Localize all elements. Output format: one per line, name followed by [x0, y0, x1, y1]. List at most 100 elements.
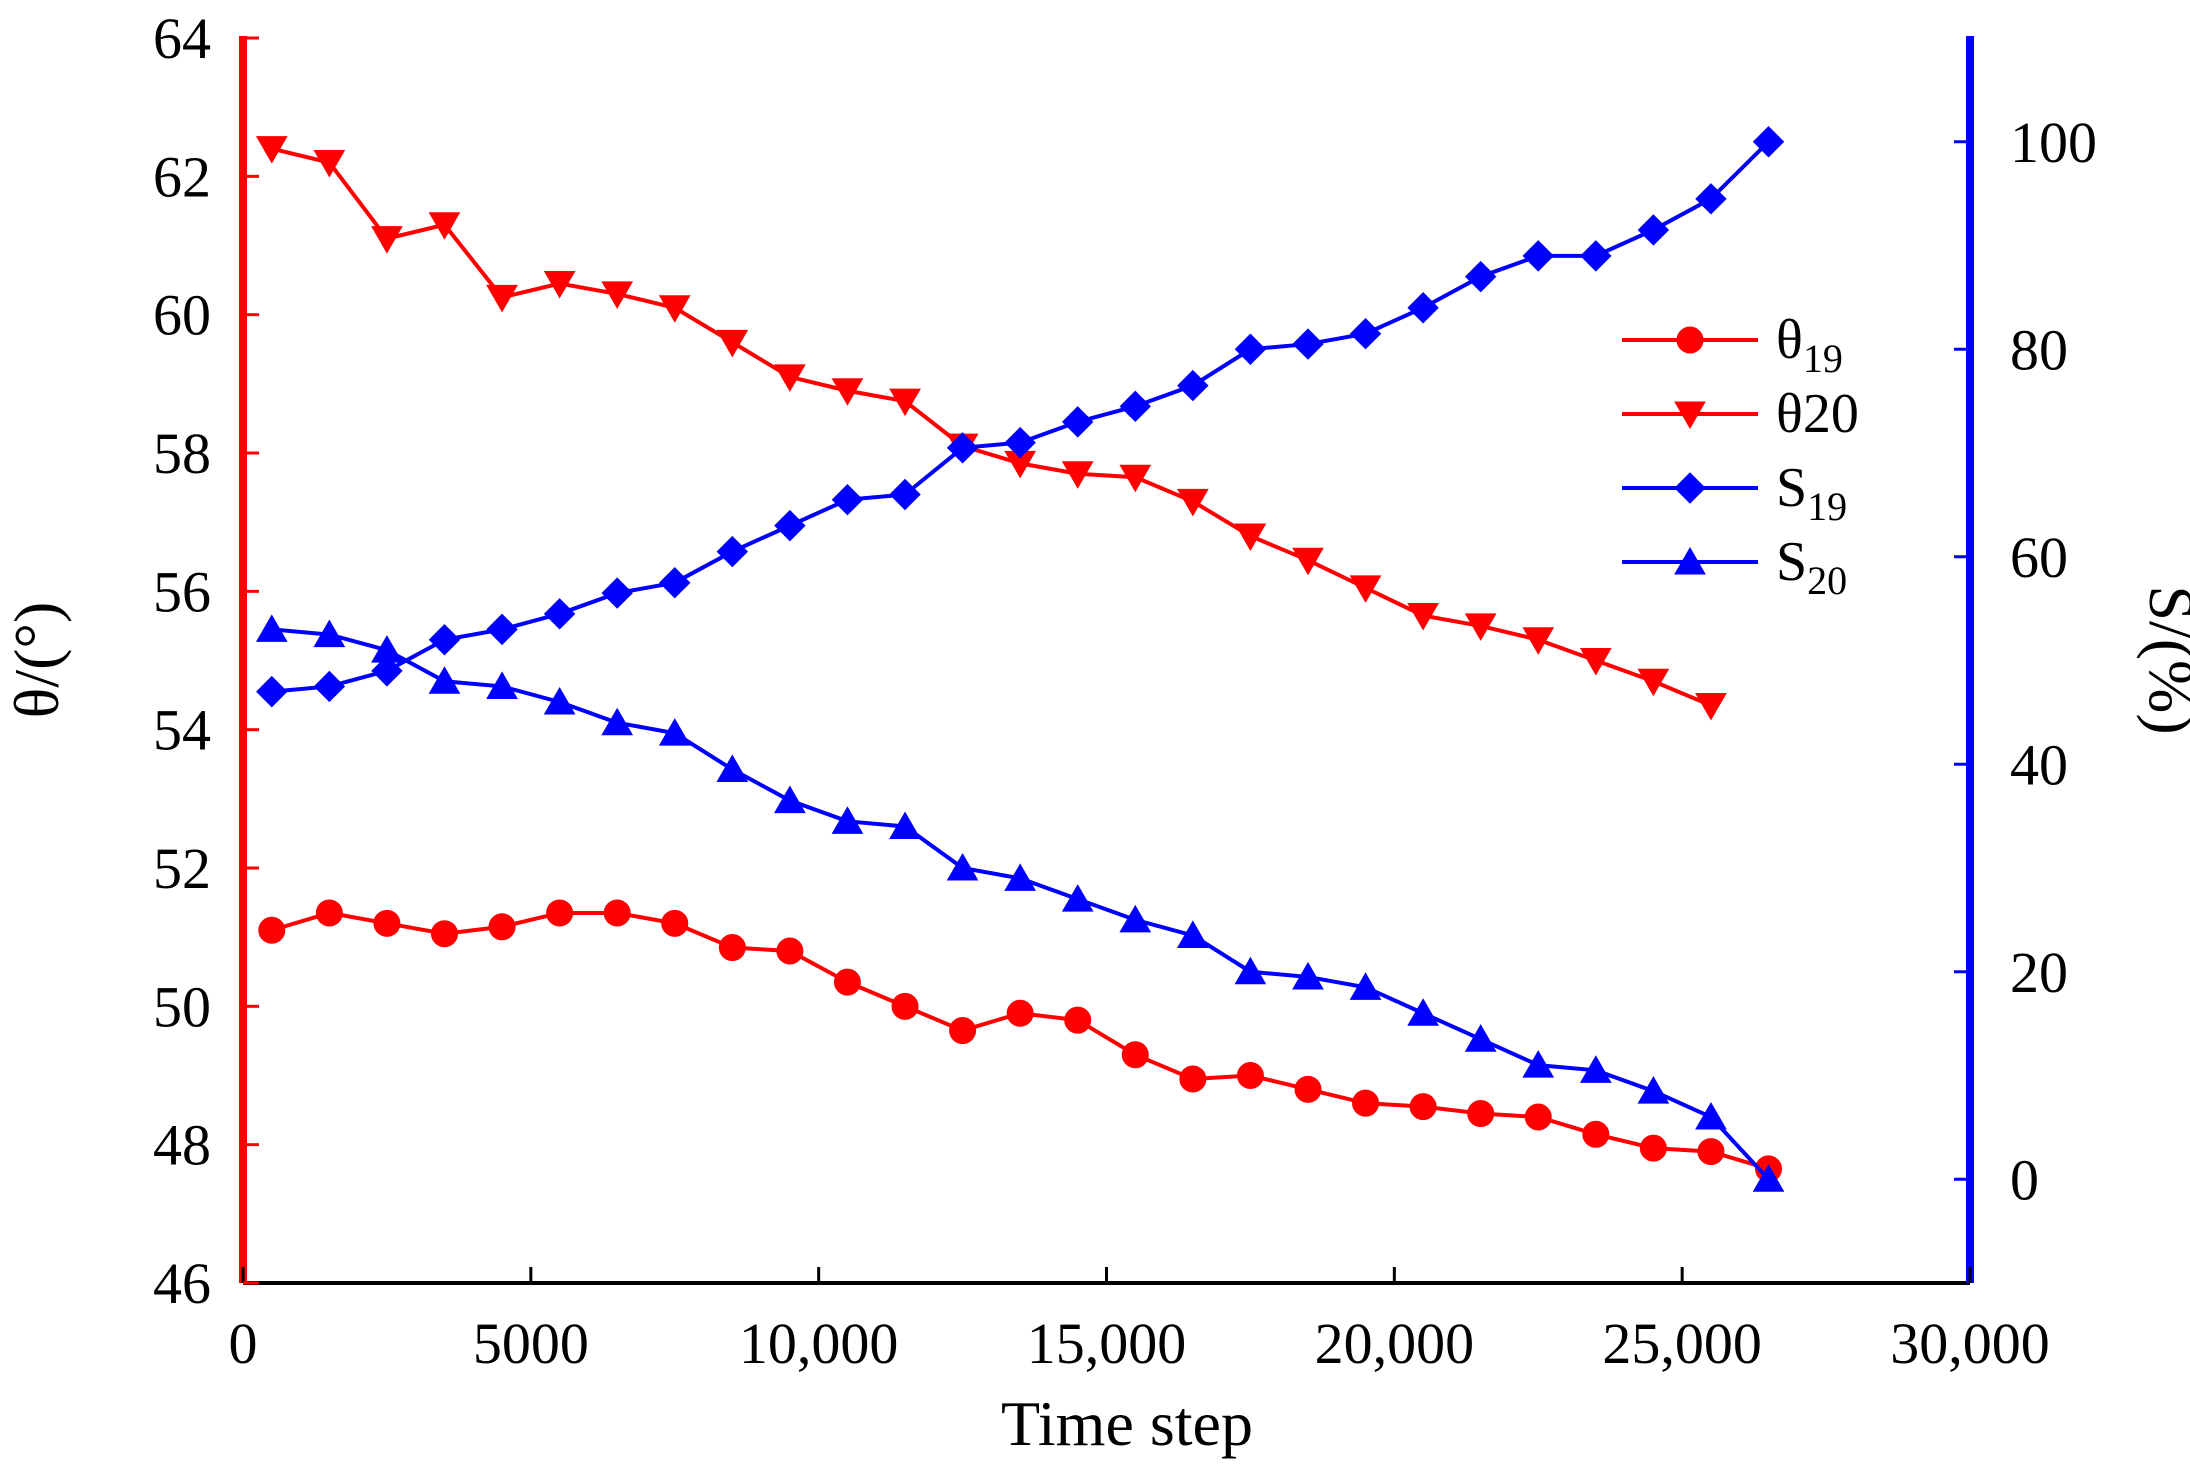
data-point: [258, 916, 286, 944]
data-point: [315, 899, 343, 927]
data-point: [1580, 240, 1612, 272]
data-point: [371, 655, 403, 687]
data-point: [661, 909, 689, 937]
data-point: [1582, 1120, 1610, 1148]
data-point: [543, 686, 576, 715]
data-point: [1522, 1050, 1555, 1078]
data-point: [889, 811, 921, 839]
data-point: [774, 509, 806, 542]
data-point: [1407, 998, 1439, 1026]
data-point: [1004, 863, 1037, 891]
data-point: [1061, 884, 1094, 912]
data-point: [658, 295, 691, 323]
data-point: [1695, 183, 1727, 215]
data-point: [546, 899, 574, 927]
data-point: [1407, 292, 1439, 324]
left-tick-label: 48: [153, 1113, 211, 1178]
x-tick-label: 5000: [473, 1311, 589, 1376]
data-point: [1637, 668, 1670, 697]
data-point: [1464, 260, 1497, 293]
right-tick-label: 20: [2010, 940, 2068, 1005]
data-point: [486, 284, 518, 313]
data-point: [428, 666, 461, 694]
right-axis-ticks: 0 20 40 60 80 100: [1954, 110, 2097, 1212]
data-point: [716, 329, 749, 358]
legend-label: S19: [1776, 457, 1847, 529]
data-point: [1062, 406, 1094, 438]
x-tick-label: 0: [229, 1311, 258, 1376]
legend-marker: [1674, 546, 1706, 575]
data-point: [255, 136, 288, 164]
legend-label-base: θ: [1776, 309, 1803, 371]
data-point: [313, 619, 346, 648]
data-point: [1292, 547, 1324, 576]
data-point: [1349, 972, 1382, 1000]
data-point: [313, 150, 346, 178]
legend-marker: [1674, 472, 1706, 504]
data-point: [1294, 1075, 1322, 1103]
data-point: [1522, 240, 1554, 272]
legend-label: S20: [1776, 531, 1847, 603]
series-2: [255, 136, 1727, 721]
data-point: [428, 624, 461, 656]
right-tick-label: 0: [2010, 1147, 2039, 1212]
data-point: [774, 364, 806, 392]
legend-label-subscript: 19: [1803, 336, 1843, 381]
data-point: [488, 913, 516, 941]
left-tick-label: 46: [153, 1251, 211, 1316]
series-line: [271, 627, 1770, 1181]
right-axis-title: S/(%): [2136, 585, 2190, 734]
data-point: [601, 707, 634, 736]
data-point: [371, 635, 403, 663]
data-point: [373, 909, 401, 937]
legend-label-base: θ20: [1776, 383, 1859, 445]
data-point: [1234, 333, 1267, 365]
legend-label-subscript: 20: [1807, 558, 1847, 603]
data-point: [1349, 575, 1382, 603]
left-axis-ticks: 46 48 50 52 54 56 58 60 62 64: [153, 6, 259, 1316]
data-point: [1464, 1024, 1497, 1052]
data-point: [774, 785, 806, 814]
data-point: [1752, 1164, 1785, 1192]
data-point: [1695, 692, 1727, 721]
data-point: [1637, 214, 1670, 246]
data-point: [543, 271, 576, 299]
data-point: [313, 670, 346, 703]
left-tick-label: 60: [153, 283, 211, 348]
data-point: [889, 478, 921, 511]
data-point: [1752, 126, 1785, 158]
legend-marker: [1674, 401, 1706, 430]
legend-marker: [1676, 326, 1704, 354]
data-point: [1176, 920, 1209, 948]
data-point: [1061, 461, 1094, 489]
data-point: [1119, 904, 1152, 933]
data-point: [1349, 317, 1382, 350]
left-tick-label: 54: [153, 698, 211, 763]
right-tick-label: 100: [2010, 110, 2097, 175]
data-point: [1524, 1103, 1552, 1131]
data-point: [1579, 648, 1612, 676]
data-point: [1119, 464, 1152, 493]
x-tick-label: 15,000: [1027, 1311, 1187, 1376]
data-point: [430, 920, 458, 948]
data-point: [603, 899, 631, 927]
x-axis-ticks: 0 5000 10,000 15,000 20,000 25,000 30,000: [229, 1267, 2050, 1376]
data-point: [1352, 1089, 1380, 1117]
data-point: [716, 535, 749, 568]
data-point: [1121, 1041, 1149, 1069]
data-point: [1179, 1065, 1207, 1093]
data-point: [1236, 1062, 1264, 1089]
data-point: [718, 934, 746, 962]
x-tick-label: 30,000: [1890, 1311, 2050, 1376]
data-point: [1004, 426, 1036, 459]
data-point: [1697, 1138, 1725, 1166]
series-line: [271, 146, 1712, 708]
data-point: [1119, 390, 1151, 423]
data-point: [1292, 328, 1324, 360]
data-point: [1177, 369, 1209, 402]
data-point: [831, 483, 864, 516]
data-point: [831, 806, 864, 834]
x-tick-label: 20,000: [1315, 1311, 1475, 1376]
